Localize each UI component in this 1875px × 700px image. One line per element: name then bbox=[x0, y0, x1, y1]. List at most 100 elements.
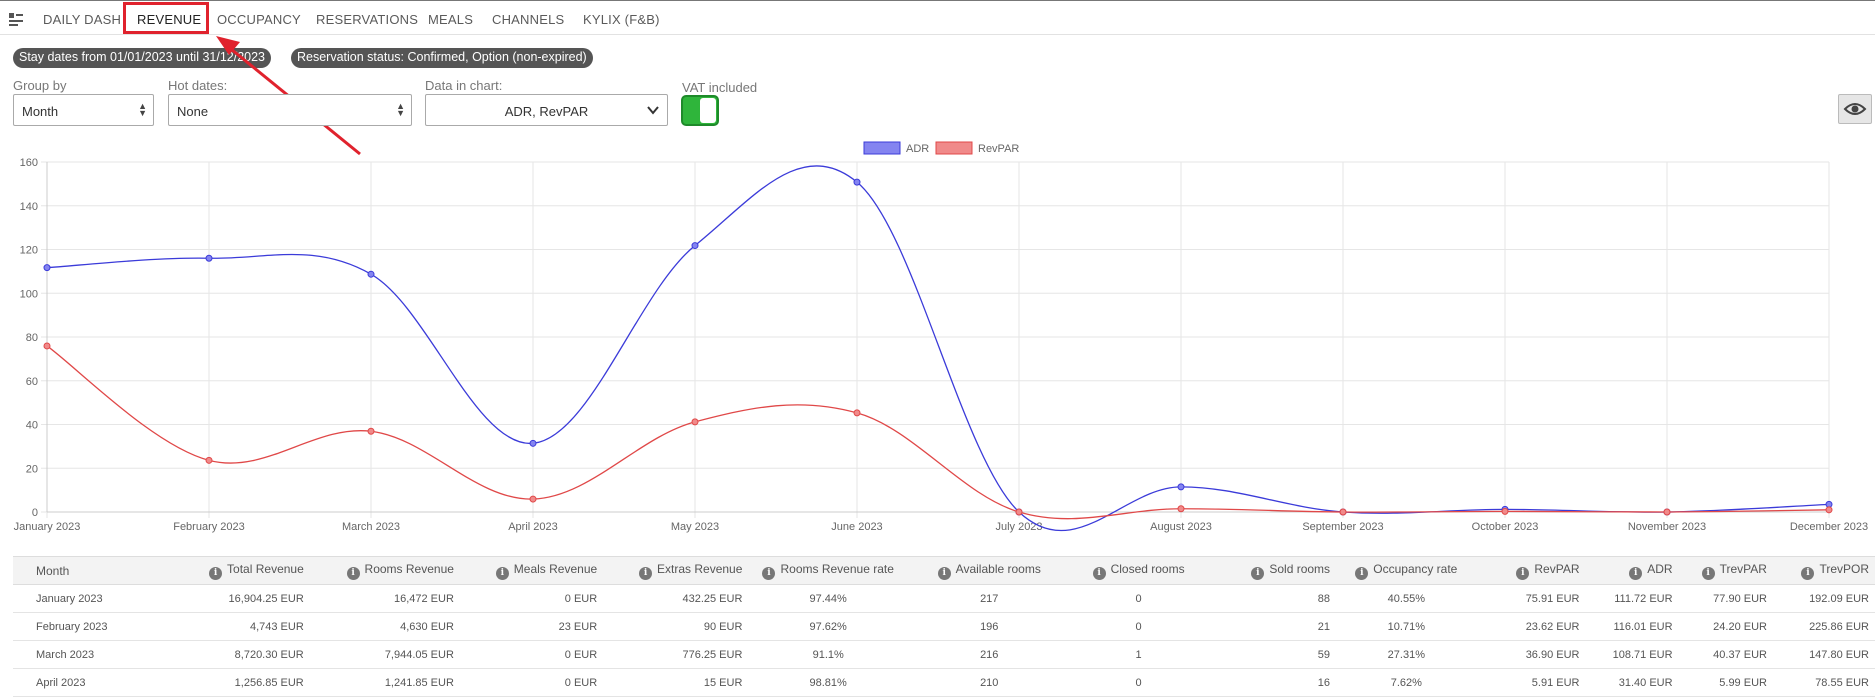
column-header[interactable]: i Sold rooms bbox=[1207, 557, 1336, 585]
table-cell: 77.90 EUR bbox=[1713, 592, 1767, 605]
adr-legend-swatch bbox=[863, 141, 901, 155]
info-icon[interactable]: i bbox=[762, 566, 776, 580]
y-tick-label: 40 bbox=[26, 420, 38, 432]
table-cell: 40.55% bbox=[1387, 592, 1425, 605]
adr-revpar-line-chart: 0 20 40 60 80 100 120 140 160 January 2023 Februar… bbox=[14, 141, 1868, 533]
adr-data-point bbox=[43, 264, 51, 272]
y-tick-label: 80 bbox=[26, 332, 38, 344]
table-cell: 36.90 EUR bbox=[1525, 648, 1580, 661]
table-cell: 97.62% bbox=[809, 620, 847, 633]
table-cell: January 2023 bbox=[36, 592, 103, 605]
group-by-select[interactable]: Month ▲ ▼ bbox=[13, 94, 154, 126]
table-cell: March 2023 bbox=[36, 648, 95, 661]
column-header[interactable]: i Occupancy rate bbox=[1336, 557, 1477, 585]
column-header[interactable]: i TrevPOR bbox=[1773, 557, 1875, 585]
column-header[interactable]: i Available rooms bbox=[908, 557, 1071, 585]
adr-data-point bbox=[691, 242, 699, 250]
x-tick-label: March 2023 bbox=[342, 521, 400, 533]
y-tick-label: 160 bbox=[20, 157, 38, 169]
info-icon[interactable]: i bbox=[1629, 566, 1643, 580]
column-header[interactable]: i Total Revenue bbox=[150, 557, 310, 585]
table-cell: 0 EUR bbox=[564, 592, 598, 605]
info-icon[interactable]: i bbox=[1516, 566, 1530, 580]
tab-reservations[interactable]: RESERVATIONS bbox=[316, 12, 419, 27]
table-cell: 4,630 EUR bbox=[400, 620, 454, 633]
hot-dates-select[interactable]: None ▲ ▼ bbox=[168, 94, 412, 126]
column-header[interactable]: i Rooms Revenue rate bbox=[748, 557, 908, 585]
column-header[interactable]: i RevPAR bbox=[1477, 557, 1586, 585]
column-header[interactable]: i Closed rooms bbox=[1071, 557, 1207, 585]
info-icon[interactable]: i bbox=[1801, 566, 1815, 580]
info-icon[interactable]: i bbox=[1701, 566, 1715, 580]
column-header[interactable]: Month bbox=[36, 563, 70, 578]
x-tick-label: June 2023 bbox=[831, 521, 882, 533]
table-cell: 21 bbox=[1317, 620, 1331, 633]
select-arrows-icon: ▲ ▼ bbox=[396, 101, 405, 118]
revpar-data-point bbox=[1177, 505, 1185, 513]
table-cell: 16,472 EUR bbox=[393, 592, 454, 605]
tab-kylix-fb[interactable]: KYLIX (F&B) bbox=[583, 12, 660, 27]
table-cell: April 2023 bbox=[36, 676, 86, 689]
stay-dates-filter-badge[interactable]: Stay dates from 01/01/2023 until 31/12/2… bbox=[13, 48, 272, 68]
tab-revenue[interactable]: REVENUE bbox=[137, 12, 202, 27]
table-cell: 31.40 EUR bbox=[1618, 676, 1673, 689]
info-icon[interactable]: i bbox=[639, 566, 653, 580]
x-tick-label: January 2023 bbox=[14, 521, 81, 533]
column-header[interactable]: i Rooms Revenue bbox=[310, 557, 460, 585]
y-tick-label: 120 bbox=[20, 245, 38, 257]
table-cell: 27.31% bbox=[1387, 648, 1425, 661]
info-icon[interactable]: i bbox=[495, 566, 509, 580]
table-cell: 40.37 EUR bbox=[1713, 648, 1767, 661]
info-icon[interactable]: i bbox=[1092, 566, 1106, 580]
vat-included-toggle[interactable] bbox=[681, 95, 719, 126]
table-cell: 4,743 EUR bbox=[249, 620, 304, 633]
revpar-data-point bbox=[853, 409, 861, 417]
revpar-data-point bbox=[367, 427, 375, 435]
menu-toggle-icon[interactable] bbox=[8, 11, 24, 27]
tab-occupancy[interactable]: OCCUPANCY bbox=[217, 12, 301, 27]
revpar-data-point bbox=[1663, 508, 1671, 516]
column-header[interactable]: i Extras Revenue bbox=[603, 557, 748, 585]
x-tick-label: September 2023 bbox=[1302, 521, 1383, 533]
table-cell: 88 bbox=[1317, 592, 1331, 605]
tab-channels[interactable]: CHANNELS bbox=[492, 12, 565, 27]
tab-daily-dash[interactable]: DAILY DASH bbox=[43, 12, 122, 27]
column-header[interactable]: i ADR bbox=[1586, 557, 1679, 585]
group-by-label: Group by bbox=[13, 78, 67, 93]
chevron-down-icon bbox=[647, 106, 659, 115]
data-in-chart-select[interactable]: ADR, RevPAR bbox=[425, 94, 668, 126]
data-in-chart-label: Data in chart: bbox=[425, 78, 503, 93]
table-cell: 23.62 EUR bbox=[1525, 620, 1580, 633]
x-tick-label: December 2023 bbox=[1790, 521, 1868, 533]
table-cell: 97.44% bbox=[809, 592, 847, 605]
revenue-table: Month i Total Revenue i Rooms Revenue i Meals … bbox=[13, 556, 1875, 697]
info-icon[interactable]: i bbox=[937, 566, 951, 580]
revpar-data-point bbox=[1501, 507, 1509, 515]
adr-legend-label: ADR bbox=[906, 143, 929, 155]
table-cell: 432.25 EUR bbox=[682, 592, 743, 605]
x-tick-label: April 2023 bbox=[508, 521, 558, 533]
adr-series-line bbox=[46, 165, 1830, 532]
info-icon[interactable]: i bbox=[1251, 566, 1265, 580]
table-cell: 8,720.30 EUR bbox=[234, 648, 304, 661]
reservation-status-filter-badge[interactable]: Reservation status: Confirmed, Option (n… bbox=[291, 48, 593, 68]
table-cell: 24.20 EUR bbox=[1713, 620, 1767, 633]
column-header[interactable]: i Meals Revenue bbox=[460, 557, 603, 585]
table-cell: 98.81% bbox=[809, 676, 847, 689]
x-tick-label: August 2023 bbox=[1150, 521, 1212, 533]
table-cell: February 2023 bbox=[36, 620, 108, 633]
info-icon[interactable]: i bbox=[209, 566, 223, 580]
info-icon[interactable]: i bbox=[1355, 566, 1369, 580]
revpar-legend-label: RevPAR bbox=[978, 143, 1019, 155]
info-icon[interactable]: i bbox=[346, 566, 360, 580]
visibility-toggle-button[interactable] bbox=[1838, 94, 1872, 124]
table-cell: 147.80 EUR bbox=[1809, 648, 1869, 661]
table-cell: 225.86 EUR bbox=[1809, 620, 1869, 633]
tab-meals[interactable]: MEALS bbox=[428, 12, 474, 27]
hot-dates-label: Hot dates: bbox=[168, 78, 228, 93]
table-cell: 23 EUR bbox=[558, 620, 598, 633]
table-cell: 0 EUR bbox=[564, 676, 598, 689]
table-cell: 15 EUR bbox=[703, 676, 743, 689]
column-header[interactable]: i TrevPAR bbox=[1679, 557, 1773, 585]
x-tick-label: May 2023 bbox=[671, 521, 719, 533]
